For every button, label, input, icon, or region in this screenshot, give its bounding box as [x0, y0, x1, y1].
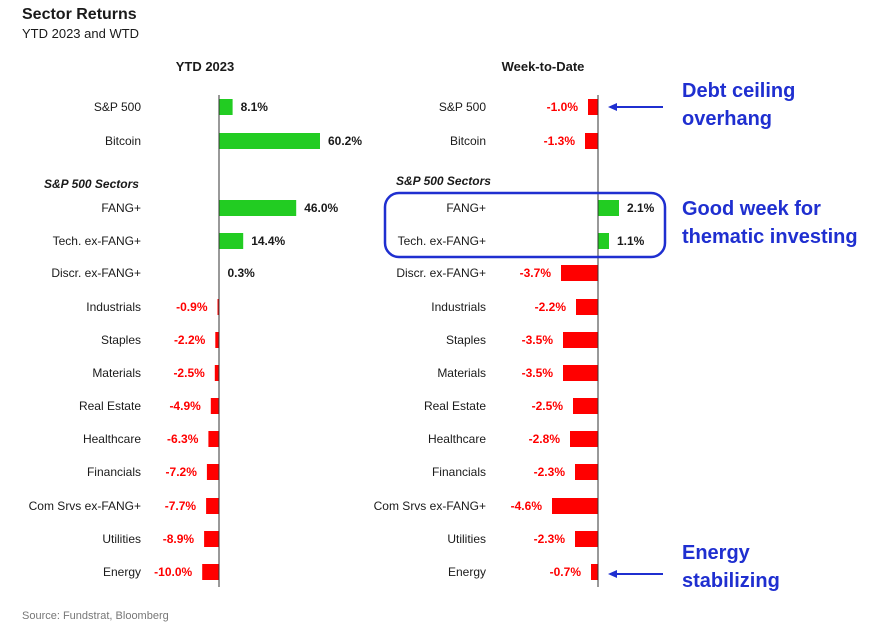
- category-label: Discr. ex-FANG+: [51, 266, 141, 280]
- data-label: -10.0%: [154, 565, 192, 579]
- category-label: Materials: [437, 366, 486, 380]
- annotation-text: Good week for: [682, 198, 821, 220]
- data-label: -2.8%: [529, 432, 561, 446]
- category-label: Staples: [446, 333, 486, 347]
- data-label: -6.3%: [167, 432, 199, 446]
- bar: [215, 332, 219, 348]
- data-label: -3.5%: [522, 333, 554, 347]
- annotation-text: overhang: [682, 108, 772, 130]
- bar: [214, 365, 219, 381]
- data-label: -7.7%: [165, 499, 197, 513]
- data-label: 1.1%: [617, 234, 645, 248]
- bar: [563, 332, 598, 348]
- bar: [217, 299, 219, 315]
- data-label: -2.3%: [534, 465, 566, 479]
- annotation-text: thematic investing: [682, 226, 858, 248]
- annotation-text: Energy: [682, 542, 751, 564]
- chart-title: Sector Returns: [22, 6, 137, 23]
- category-label: Real Estate: [79, 399, 141, 413]
- category-label: S&P 500: [94, 100, 141, 114]
- bar: [598, 233, 609, 249]
- category-label: Healthcare: [83, 432, 141, 446]
- data-label: -1.3%: [544, 134, 576, 148]
- data-label: -4.9%: [169, 399, 201, 413]
- bar: [208, 431, 219, 447]
- panel-title-wtd: Week-to-Date: [502, 59, 585, 74]
- category-label: Bitcoin: [450, 134, 486, 148]
- data-label: -3.7%: [520, 266, 552, 280]
- category-label: Staples: [101, 333, 141, 347]
- category-label: Healthcare: [428, 432, 486, 446]
- category-label: Tech. ex-FANG+: [53, 234, 141, 248]
- data-label: -2.5%: [173, 366, 205, 380]
- data-label: 46.0%: [304, 201, 338, 215]
- panel-title-ytd: YTD 2023: [176, 59, 235, 74]
- arrow-head: [608, 570, 617, 578]
- data-label: -7.2%: [166, 465, 198, 479]
- bar: [563, 365, 598, 381]
- category-label: Energy: [448, 565, 486, 579]
- bar: [219, 233, 244, 249]
- data-label: -2.2%: [174, 333, 206, 347]
- chart-subtitle: YTD 2023 and WTD: [22, 26, 140, 41]
- category-label: Financials: [432, 465, 486, 479]
- bar: [219, 133, 320, 149]
- annotation-text: stabilizing: [682, 570, 780, 592]
- data-label: -0.7%: [550, 565, 582, 579]
- bar: [591, 564, 598, 580]
- data-label: -2.3%: [534, 532, 566, 546]
- bar: [210, 398, 219, 414]
- data-label: 60.2%: [328, 134, 362, 148]
- bar: [552, 498, 598, 514]
- data-label: -0.9%: [176, 300, 208, 314]
- bar: [219, 200, 297, 216]
- bar: [576, 299, 598, 315]
- section-label: S&P 500 Sectors: [44, 177, 139, 191]
- data-label: 0.3%: [228, 266, 256, 280]
- highlight-box: [383, 191, 667, 259]
- category-label: FANG+: [101, 201, 141, 215]
- category-label: Financials: [87, 465, 141, 479]
- category-label: Bitcoin: [105, 134, 141, 148]
- bar: [570, 431, 598, 447]
- category-label: Industrials: [431, 300, 486, 314]
- bar: [561, 265, 598, 281]
- category-label: Real Estate: [424, 399, 486, 413]
- data-label: 14.4%: [251, 234, 285, 248]
- bar: [575, 464, 598, 480]
- category-label: Materials: [92, 366, 141, 380]
- data-label: -8.9%: [163, 532, 195, 546]
- category-label: Discr. ex-FANG+: [396, 266, 486, 280]
- bar: [575, 531, 598, 547]
- bar: [206, 498, 219, 514]
- data-label: 8.1%: [241, 100, 269, 114]
- data-label: -4.6%: [511, 499, 543, 513]
- category-label: Energy: [103, 565, 141, 579]
- section-label: S&P 500 Sectors: [396, 174, 491, 188]
- bar: [588, 99, 598, 115]
- bar: [206, 464, 219, 480]
- bar: [598, 200, 619, 216]
- category-label: Tech. ex-FANG+: [398, 234, 486, 248]
- data-label: -3.5%: [522, 366, 554, 380]
- category-label: FANG+: [446, 201, 486, 215]
- category-label: Utilities: [102, 532, 141, 546]
- category-label: Com Srvs ex-FANG+: [374, 499, 486, 513]
- data-label: -2.5%: [532, 399, 564, 413]
- annotation-text: Debt ceiling: [682, 80, 795, 102]
- bar: [219, 99, 233, 115]
- bar: [585, 133, 598, 149]
- data-label: 2.1%: [627, 201, 655, 215]
- data-label: -1.0%: [547, 100, 579, 114]
- data-label: -2.2%: [535, 300, 567, 314]
- bar: [204, 531, 219, 547]
- bar: [573, 398, 598, 414]
- arrow-head: [608, 103, 617, 111]
- bar: [202, 564, 219, 580]
- category-label: Com Srvs ex-FANG+: [29, 499, 141, 513]
- category-label: S&P 500: [439, 100, 486, 114]
- category-label: Industrials: [86, 300, 141, 314]
- category-label: Utilities: [447, 532, 486, 546]
